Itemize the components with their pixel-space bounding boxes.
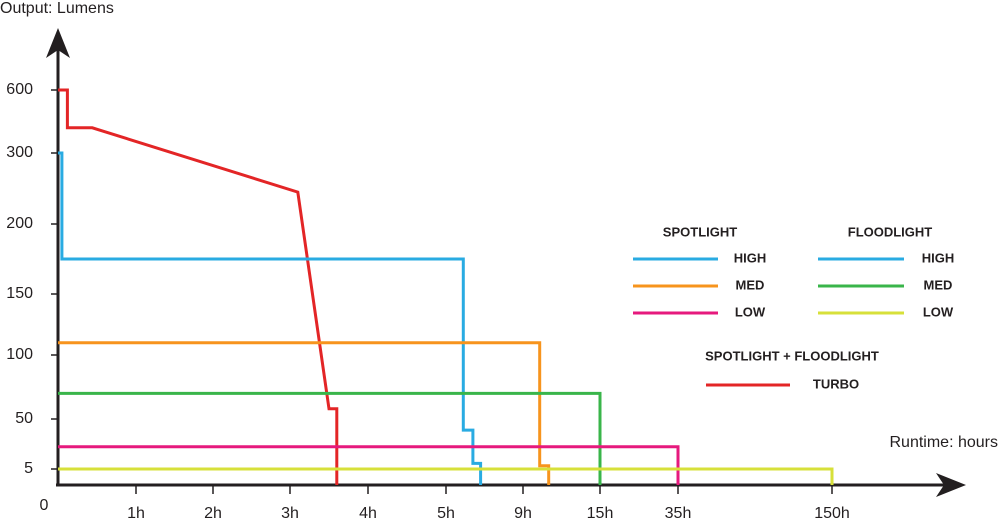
y-tick-label: 50 bbox=[15, 410, 33, 427]
x-axis-label: Runtime: hours bbox=[890, 434, 999, 451]
y-tick-label: 5 bbox=[24, 460, 33, 477]
legend-label: TURBO bbox=[813, 376, 859, 391]
x-tick-label: 15h bbox=[587, 505, 614, 522]
x-tick-label: 2h bbox=[204, 505, 222, 522]
legend-label: MED bbox=[924, 277, 953, 292]
y-axis-label: Output: Lumens bbox=[0, 0, 114, 17]
legend-label: LOW bbox=[923, 304, 954, 319]
x-tick-label: 1h bbox=[127, 505, 145, 522]
y-tick-label: 600 bbox=[6, 81, 33, 98]
x-tick-label: 4h bbox=[359, 505, 377, 522]
x-tick-label: 5h bbox=[437, 505, 455, 522]
legend-title: SPOTLIGHT bbox=[663, 224, 737, 239]
legend-label: LOW bbox=[735, 304, 766, 319]
y-tick-label: 150 bbox=[6, 285, 33, 302]
x-tick-label: 35h bbox=[665, 505, 692, 522]
legend-label: MED bbox=[736, 277, 765, 292]
y-arrow bbox=[46, 28, 70, 58]
y-tick-label: 100 bbox=[6, 346, 33, 363]
legend-title: FLOODLIGHT bbox=[848, 224, 933, 239]
legend-title: SPOTLIGHT + FLOODLIGHT bbox=[705, 348, 879, 363]
series-line bbox=[58, 341, 551, 485]
y-tick-label: 200 bbox=[6, 215, 33, 232]
x-tick-label: 0 bbox=[40, 497, 49, 514]
x-tick-label: 150h bbox=[814, 505, 850, 522]
legend-label: HIGH bbox=[922, 250, 955, 265]
series-line bbox=[58, 391, 602, 485]
x-arrow bbox=[936, 473, 966, 497]
legend-label: HIGH bbox=[734, 250, 767, 265]
x-tick-label: 3h bbox=[281, 505, 299, 522]
y-tick-label: 300 bbox=[6, 144, 33, 161]
series-line bbox=[58, 445, 680, 485]
series-line bbox=[58, 467, 834, 485]
series-line bbox=[58, 88, 339, 485]
series-line bbox=[58, 151, 483, 485]
x-tick-label: 9h bbox=[514, 505, 532, 522]
